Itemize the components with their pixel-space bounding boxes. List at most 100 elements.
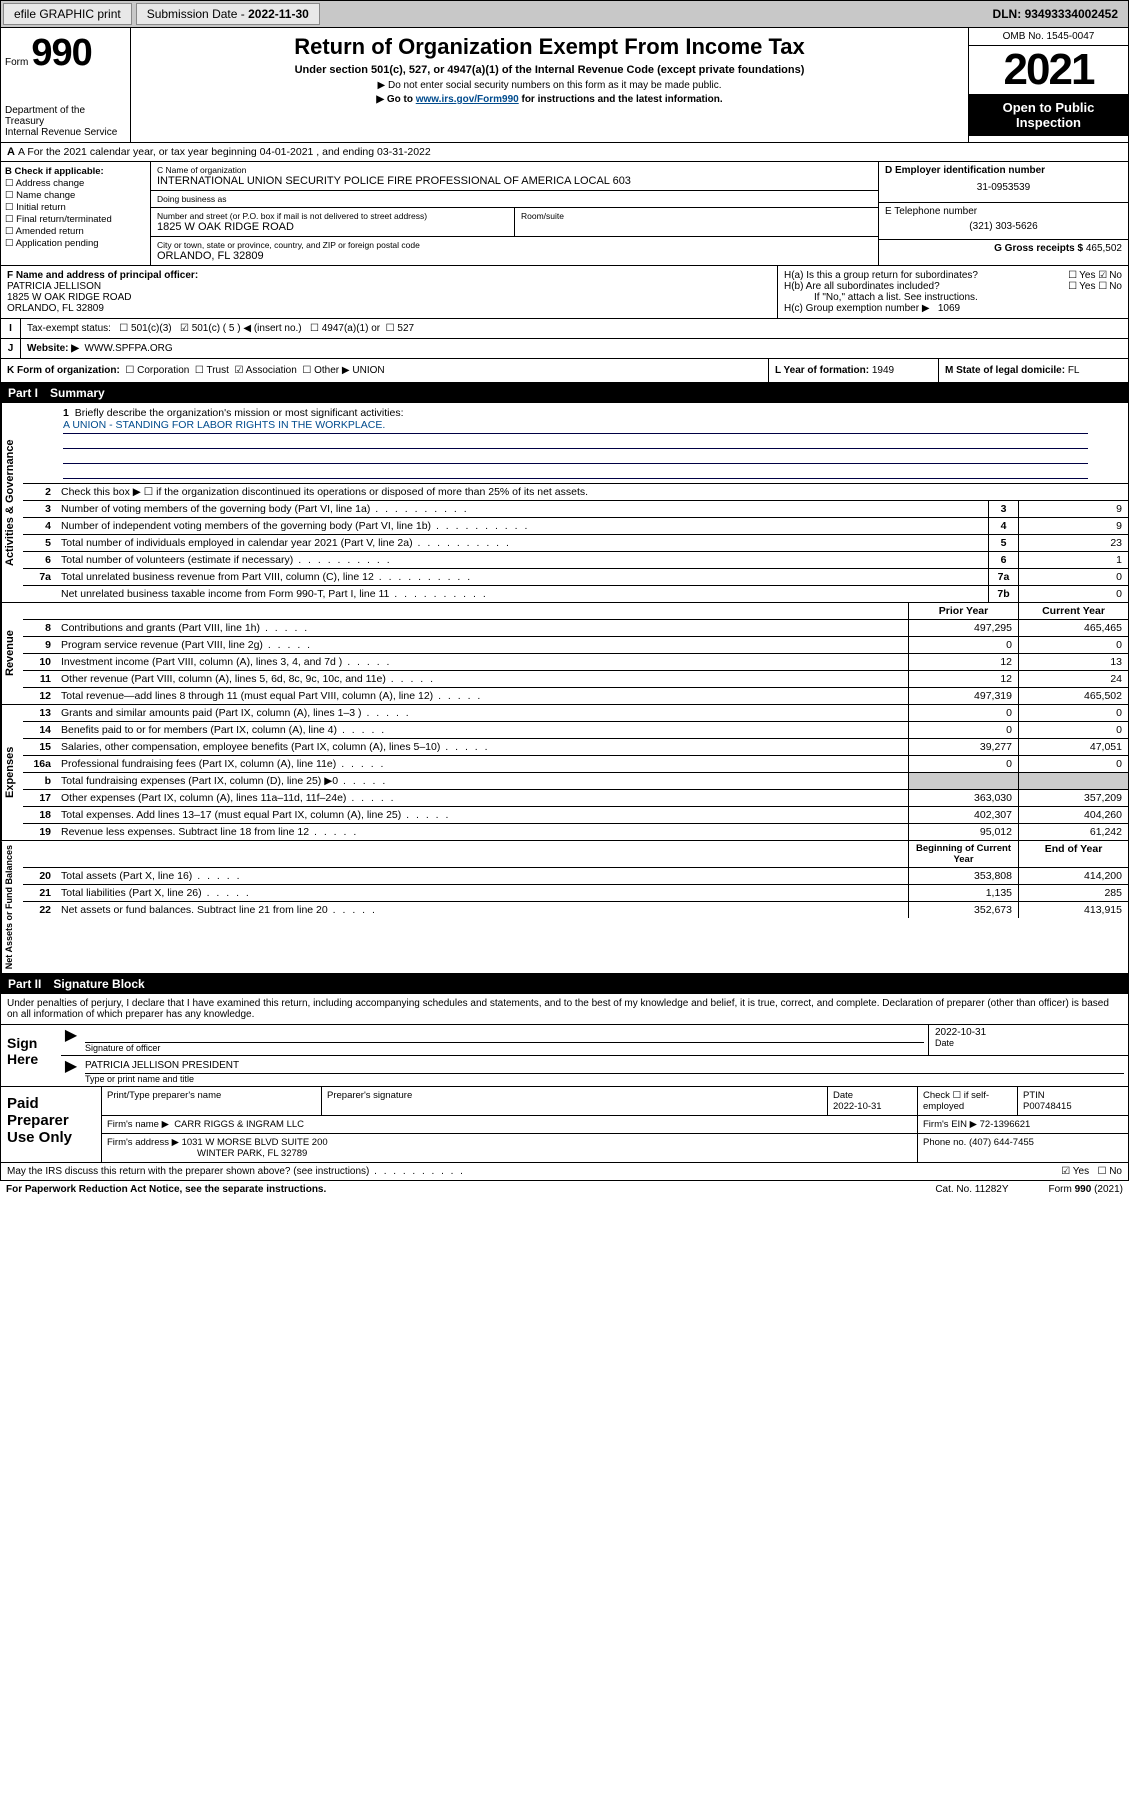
line-text: Grants and similar amounts paid (Part IX… [57,705,908,721]
hb-yes[interactable]: Yes [1068,281,1095,292]
discuss-yes[interactable]: Yes [1061,1166,1089,1177]
form-number: 990 [31,32,91,74]
opt-501c3[interactable]: 501(c)(3) [119,323,171,334]
other-value: UNION [352,365,384,376]
dba-label: Doing business as [157,194,872,204]
prior-value: 0 [908,705,1018,721]
tab-revenue: Revenue [1,603,23,704]
form-of-org: K Form of organization: Corporation Trus… [1,359,768,382]
hdr-begin: Beginning of Current Year [908,841,1018,867]
block-fh: F Name and address of principal officer:… [0,266,1129,319]
sig-date-label: Date [935,1038,954,1048]
current-value: 61,242 [1018,824,1128,840]
k-label: K Form of organization: [7,365,120,376]
line-value: 9 [1018,501,1128,517]
current-value: 404,260 [1018,807,1128,823]
prior-value: 12 [908,654,1018,670]
i-text: Tax-exempt status: [27,323,111,334]
ha-text: H(a) Is this a group return for subordin… [784,270,978,281]
line-value: 1 [1018,552,1128,568]
discuss-no[interactable]: No [1097,1166,1122,1177]
tax-year: 2021 [969,46,1128,94]
opt-527[interactable]: 527 [386,323,414,334]
line-text: Contributions and grants (Part VIII, lin… [57,620,908,636]
ck-address-change[interactable]: Address change [5,178,146,189]
ha-no[interactable]: No [1098,270,1122,281]
line-num: 15 [23,739,57,755]
dln-box: DLN: 93493334002452 [983,4,1128,24]
line-text: Other expenses (Part IX, column (A), lin… [57,790,908,806]
current-value: 465,465 [1018,620,1128,636]
officer-name-value: PATRICIA JELLISON PRESIDENT [85,1058,1124,1074]
cat-no: Cat. No. 11282Y [935,1184,1008,1195]
line-text: Professional fundraising fees (Part IX, … [57,756,908,772]
l1-text: Briefly describe the organization's miss… [75,407,404,419]
city-label: City or town, state or province, country… [157,240,872,250]
ck-final-return[interactable]: Final return/terminated [5,214,146,225]
form-subtitle: Under section 501(c), 527, or 4947(a)(1)… [137,64,962,76]
mission-block: 1 Briefly describe the organization's mi… [23,403,1128,483]
line-num: 16a [23,756,57,772]
ck-amended[interactable]: Amended return [5,226,146,237]
current-value: 0 [1018,705,1128,721]
irs-link[interactable]: www.irs.gov/Form990 [416,94,519,105]
opt-other[interactable]: Other ▶ [302,365,349,376]
prior-value: 352,673 [908,902,1018,918]
line-text: Total number of volunteers (estimate if … [57,552,988,568]
l2-num: 2 [23,484,57,500]
opt-501c[interactable]: 501(c) ( 5 ) ◀ (insert no.) [180,323,302,334]
opt-4947[interactable]: 4947(a)(1) or [310,323,380,334]
prior-value: 363,030 [908,790,1018,806]
line-box: 7b [988,586,1018,602]
line-num: 21 [23,885,57,901]
efile-print-button[interactable]: efile GRAPHIC print [3,3,132,25]
prep-selfemp[interactable]: Check ☐ if self-employed [918,1087,1018,1115]
prior-value [908,773,1018,789]
line-text: Total unrelated business revenue from Pa… [57,569,988,585]
line-text: Total fundraising expenses (Part IX, col… [57,773,908,789]
prior-value: 353,808 [908,868,1018,884]
form-word: Form [5,57,28,68]
prior-value: 0 [908,756,1018,772]
ck-app-pending[interactable]: Application pending [5,238,146,249]
part2-num: Part II [8,977,41,991]
prior-value: 0 [908,637,1018,653]
efile-topbar: efile GRAPHIC print Submission Date - 20… [0,0,1129,28]
opt-corp[interactable]: Corporation [125,365,189,376]
prior-value: 497,295 [908,620,1018,636]
block-bcd: B Check if applicable: Address change Na… [0,162,1129,266]
form-ref: Form 990 (2021) [1049,1184,1123,1195]
line-text: Total expenses. Add lines 13–17 (must eq… [57,807,908,823]
dln-value: 93493334002452 [1025,7,1118,21]
current-value: 0 [1018,756,1128,772]
state-domicile: M State of legal domicile: FL [938,359,1128,382]
h-group-return: H(a) Is this a group return for subordin… [778,266,1128,318]
row-j: J Website: ▶ WWW.SPFPA.ORG [0,339,1129,359]
ha-yes[interactable]: Yes [1068,270,1095,281]
prior-value: 0 [908,722,1018,738]
row-a-tax-year: A A For the 2021 calendar year, or tax y… [0,143,1129,162]
line-text: Number of independent voting members of … [57,518,988,534]
row-i: I Tax-exempt status: 501(c)(3) 501(c) ( … [0,319,1129,339]
hb-note: If "No," attach a list. See instructions… [784,292,1122,303]
line-text: Total revenue—add lines 8 through 11 (mu… [57,688,908,704]
opt-trust[interactable]: Trust [195,365,229,376]
officer-addr2: ORLANDO, FL 32809 [7,303,104,314]
paid-preparer-label: Paid Preparer Use Only [1,1087,101,1162]
line-num: 9 [23,637,57,653]
line-value: 0 [1018,586,1128,602]
line-value: 0 [1018,569,1128,585]
current-value: 0 [1018,722,1128,738]
ein-label: D Employer identification number [885,165,1045,176]
opt-assoc[interactable]: Association [234,365,296,376]
line-text: Salaries, other compensation, employee b… [57,739,908,755]
line-value: 9 [1018,518,1128,534]
paperwork-notice: For Paperwork Reduction Act Notice, see … [6,1184,326,1195]
ck-name-change[interactable]: Name change [5,190,146,201]
prior-value: 497,319 [908,688,1018,704]
hb-no[interactable]: No [1098,281,1122,292]
line-num: 6 [23,552,57,568]
prior-value: 12 [908,671,1018,687]
summary-rev: Revenue Prior Year Current Year 8 Contri… [0,603,1129,705]
ck-initial-return[interactable]: Initial return [5,202,146,213]
